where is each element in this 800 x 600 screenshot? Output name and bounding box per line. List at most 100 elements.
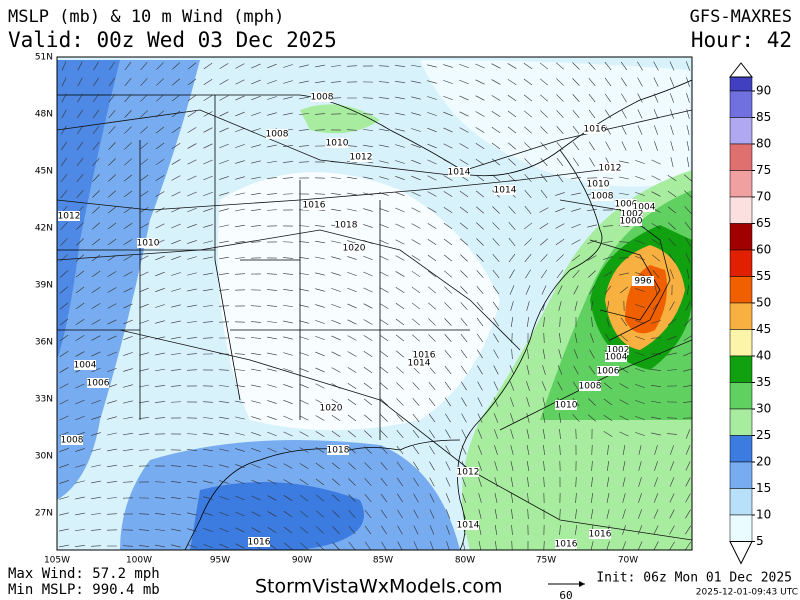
- wind-arrow: [267, 80, 277, 84]
- wind-arrow: [203, 191, 213, 197]
- wind-arrow: [379, 160, 389, 164]
- wind-arrow: [591, 476, 593, 488]
- wind-arrow: [363, 351, 373, 357]
- wind-arrow: [573, 285, 579, 295]
- wind-arrow: [559, 508, 561, 520]
- wind-arrow: [558, 349, 562, 359]
- wind-arrow: [59, 367, 69, 373]
- wind-arrow: [76, 238, 84, 246]
- wind-arrow: [477, 349, 483, 359]
- wind-arrow: [540, 94, 548, 102]
- wind-arrow: [460, 270, 468, 278]
- isobar-label: 1012: [457, 468, 480, 478]
- isobar-label: 1018: [327, 446, 350, 456]
- wind-arrow: [235, 95, 245, 101]
- wind-arrow: [571, 239, 581, 245]
- wind-arrow: [527, 349, 529, 359]
- wind-arrow: [622, 477, 626, 487]
- wind-arrow: [460, 349, 468, 359]
- isobar-label: 1012: [599, 164, 622, 174]
- wind-arrow: [477, 381, 483, 391]
- wind-arrow: [557, 381, 563, 391]
- wind-arrow: [427, 80, 437, 84]
- wind-arrow: [251, 176, 261, 180]
- wind-arrow: [139, 417, 149, 419]
- wind-arrow: [635, 400, 645, 404]
- wind-arrow: [59, 399, 69, 405]
- wind-arrow: [542, 349, 546, 359]
- wind-arrow: [591, 460, 593, 472]
- wind-arrow: [315, 288, 325, 292]
- wind-arrow: [396, 477, 404, 487]
- wind-arrow: [266, 193, 278, 195]
- wind-arrow: [235, 176, 245, 180]
- wind-arrow: [124, 94, 132, 102]
- colorbar-label: 60: [756, 243, 771, 257]
- wind-arrow: [364, 525, 372, 535]
- isobar-label-bg: [327, 445, 349, 455]
- wind-arrow: [235, 208, 245, 212]
- wind-arrow: [346, 129, 358, 131]
- wind-arrow: [108, 142, 116, 150]
- wind-arrow: [574, 333, 578, 343]
- wind-arrow: [526, 445, 530, 455]
- wind-arrow: [638, 445, 642, 455]
- wind-arrow: [653, 509, 659, 519]
- wind-arrow: [140, 94, 148, 102]
- wind-arrow: [315, 367, 325, 373]
- isobar-label: 1010: [587, 180, 610, 190]
- wind-arrow: [267, 416, 277, 420]
- isobar-label-bg: [615, 199, 637, 209]
- wind-arrow: [90, 545, 102, 547]
- wind-arrow: [267, 160, 277, 164]
- wind-arrow: [251, 495, 261, 501]
- wind-arrow: [363, 287, 373, 293]
- wind-arrow: [107, 464, 117, 468]
- wind-arrow: [571, 254, 581, 262]
- wind-arrow: [619, 176, 629, 180]
- wind-arrow: [651, 159, 661, 165]
- wind-arrow: [363, 176, 373, 180]
- wind-arrow: [603, 431, 613, 437]
- wind-arrow: [379, 366, 389, 374]
- wind-arrow: [492, 269, 500, 279]
- wind-arrow: [123, 432, 133, 436]
- wind-arrow: [491, 174, 501, 182]
- wind-arrow: [299, 64, 309, 68]
- wind-arrow: [459, 111, 469, 117]
- colorbar-segment: [729, 196, 753, 224]
- wind-arrow: [299, 352, 309, 356]
- isobar-label-bg: [320, 403, 342, 413]
- wind-arrow: [459, 159, 469, 165]
- wind-arrow: [187, 175, 197, 181]
- wind-arrow: [619, 192, 629, 196]
- wind-arrow: [429, 477, 435, 487]
- wind-arrow: [558, 301, 562, 311]
- wind-arrow: [107, 303, 117, 309]
- wind-arrow: [187, 256, 197, 260]
- wind-arrow: [140, 62, 148, 70]
- wind-arrow: [347, 367, 357, 373]
- wind-arrow: [139, 400, 149, 404]
- wind-arrow: [540, 173, 548, 183]
- isobar-label-bg: [413, 350, 435, 360]
- wind-arrow: [461, 413, 467, 423]
- wind-arrow: [685, 61, 691, 71]
- wind-arrow: [299, 336, 309, 340]
- wind-arrow: [363, 129, 373, 131]
- wind-arrow: [123, 384, 133, 388]
- wind-arrow: [123, 449, 133, 451]
- wind-arrow: [139, 287, 149, 293]
- wind-arrow: [539, 238, 549, 246]
- wind-arrow: [298, 161, 310, 163]
- latitude-label: 36N: [35, 338, 53, 348]
- wind-arrow: [331, 193, 341, 195]
- wind-arrow: [683, 174, 692, 182]
- wind-arrow: [653, 541, 659, 550]
- wind-arrow: [540, 254, 548, 262]
- wind-arrow: [363, 335, 373, 341]
- wind-arrow: [107, 335, 117, 341]
- wind-arrow: [155, 207, 165, 213]
- wind-arrow: [203, 464, 213, 468]
- wind-arrow: [171, 175, 181, 181]
